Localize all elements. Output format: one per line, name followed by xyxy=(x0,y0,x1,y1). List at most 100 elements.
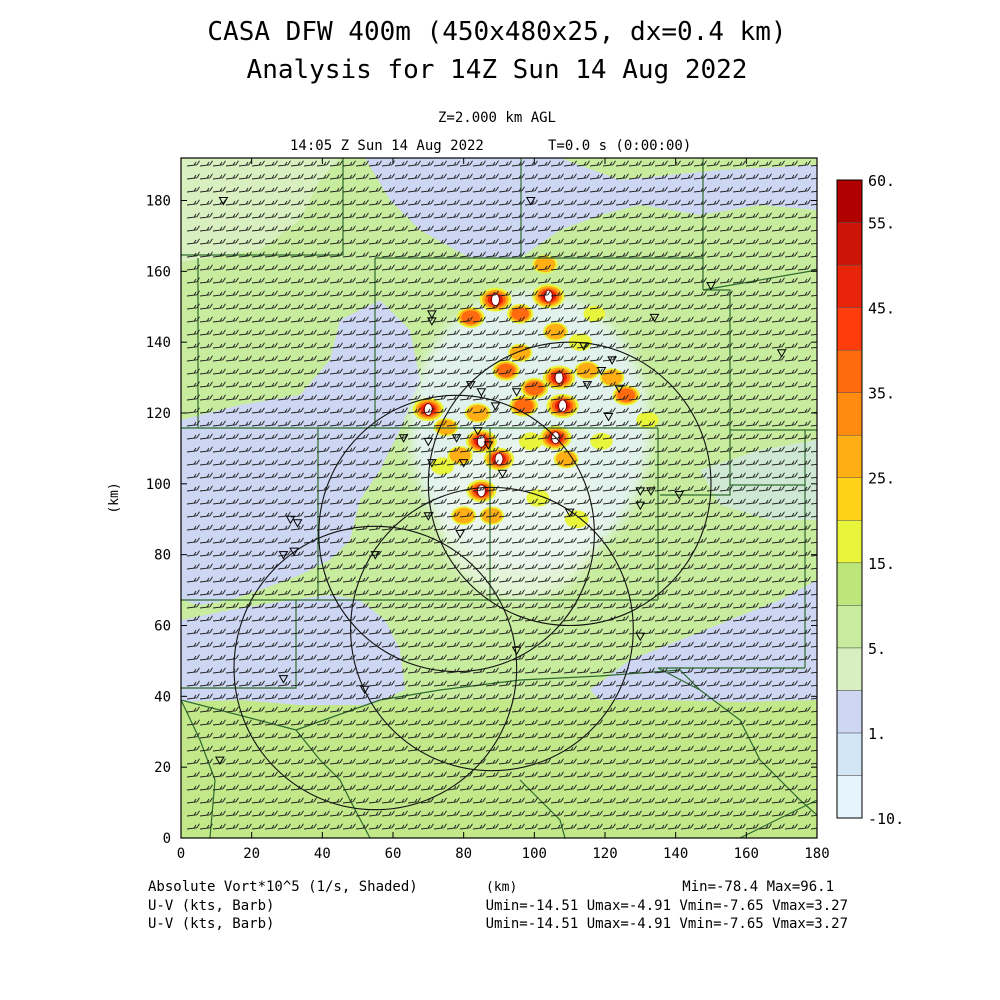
y-axis-label: (km) xyxy=(107,482,122,513)
station-marker xyxy=(607,356,617,365)
colorbar-swatch xyxy=(836,520,863,564)
hotspot xyxy=(483,447,515,471)
hotspot-level xyxy=(430,457,455,475)
field-blue-east xyxy=(700,440,817,520)
station-marker xyxy=(465,381,476,390)
hotspot-level xyxy=(481,508,503,524)
hotspot-level xyxy=(636,411,659,429)
hotspot xyxy=(509,395,539,417)
hotspot-level xyxy=(545,323,566,340)
y-tick-label: 180 xyxy=(146,194,171,210)
station-marker xyxy=(359,685,370,695)
hotspot-core xyxy=(476,434,486,448)
hotspot-core xyxy=(476,484,486,498)
station-marker xyxy=(582,381,593,390)
shaded-field-label: Absolute Vort*10^5 (1/s, Shaded) xyxy=(148,879,418,895)
station-marker xyxy=(497,469,508,479)
station-marker xyxy=(646,487,656,496)
hotspot xyxy=(464,403,491,423)
hotspot xyxy=(532,254,558,274)
hotspot xyxy=(430,457,455,475)
hotspot xyxy=(636,411,659,429)
field-light-green xyxy=(181,158,340,262)
station-marker xyxy=(776,349,787,358)
station-marker xyxy=(278,675,289,684)
station-marker xyxy=(525,197,536,206)
colorbar-label: 35. xyxy=(868,385,895,403)
colorbar-label: 25. xyxy=(868,470,895,488)
station-marker xyxy=(483,441,494,450)
hotspot-level xyxy=(518,432,543,451)
station-marker xyxy=(370,551,381,560)
hotspot-level xyxy=(466,404,489,422)
hotspot xyxy=(520,377,549,399)
wind-barbs xyxy=(186,160,817,830)
x-axis-unit: (km) xyxy=(486,880,517,895)
station-marker xyxy=(215,756,225,766)
hotspot-level xyxy=(576,362,598,379)
station-marker xyxy=(423,512,434,521)
hotspot xyxy=(466,479,497,503)
hotspot xyxy=(518,432,543,451)
valid-time: 14:05 Z Sun 14 Aug 2022 xyxy=(290,138,484,154)
y-axis: 0 20 40 60 80 100 120 140 160 180 xyxy=(146,194,817,847)
station-markers xyxy=(215,197,787,766)
station-marker xyxy=(596,367,607,376)
hotspot-level xyxy=(534,256,556,273)
colorbar-swatch xyxy=(836,179,863,223)
x-tick-label: 100 xyxy=(522,846,547,862)
station-marker xyxy=(451,434,462,443)
x-tick-label: 20 xyxy=(243,846,260,862)
radar-ring xyxy=(233,525,518,811)
y-tick-label: 100 xyxy=(146,477,171,493)
x-axis: 0 20 40 60 80 100 120 140 160 180 xyxy=(177,158,830,862)
station-marker xyxy=(603,413,614,422)
hotspot-level xyxy=(514,398,534,414)
wind-barb-field xyxy=(186,160,817,830)
barb-stats-2: Umin=-14.51 Umax=-4.91 Vmin=-7.65 Vmax=3… xyxy=(486,916,848,932)
colorbar-swatch xyxy=(836,477,863,521)
radar-ring xyxy=(427,341,712,627)
y-tick-label: 140 xyxy=(146,335,171,351)
station-marker xyxy=(635,632,646,642)
hotspot xyxy=(492,360,520,381)
hotspot-level xyxy=(435,419,457,435)
station-marker xyxy=(285,515,296,525)
x-tick-label: 180 xyxy=(804,846,829,862)
station-marker xyxy=(476,388,487,397)
field-blue-west xyxy=(181,300,420,605)
station-marker xyxy=(674,490,685,500)
station-marker xyxy=(578,342,589,351)
station-marker xyxy=(278,551,289,560)
x-tick-label: 0 xyxy=(177,846,185,862)
colorbar xyxy=(836,179,863,819)
colorbar-swatch xyxy=(836,349,863,393)
hotspot-core xyxy=(490,293,500,307)
y-tick-label: 20 xyxy=(154,760,171,776)
station-marker xyxy=(490,402,501,411)
station-marker xyxy=(706,282,716,291)
station-marker xyxy=(472,427,483,436)
x-tick-label: 80 xyxy=(455,846,472,862)
colorbar-swatch xyxy=(836,434,863,478)
colorbar-swatch xyxy=(836,562,863,606)
colorbar-labels: 60. 55. 45. 35. 25. 15. 5. 1. -10. xyxy=(868,172,904,828)
colorbar-label: 5. xyxy=(868,640,886,658)
barb-label-2: U-V (kts, Barb) xyxy=(148,916,274,932)
hotspot-core xyxy=(558,399,568,413)
station-marker xyxy=(511,388,522,397)
colorbar-swatch xyxy=(836,222,863,266)
hotspot-level xyxy=(497,363,515,378)
hotspot xyxy=(590,432,613,450)
hotspot xyxy=(546,393,579,419)
colorbar-label: -10. xyxy=(868,810,904,828)
colorbar-label: 55. xyxy=(868,215,895,233)
plot-frame xyxy=(180,157,818,839)
station-marker xyxy=(398,434,409,443)
station-marker xyxy=(511,646,522,656)
chart-title-line1: CASA DFW 400m (450x480x25, dx=0.4 km) xyxy=(207,17,786,47)
hotspot-level xyxy=(453,507,475,524)
colorbar-label: 60. xyxy=(868,172,895,190)
hotspot xyxy=(412,397,444,422)
hotspot xyxy=(456,306,485,328)
